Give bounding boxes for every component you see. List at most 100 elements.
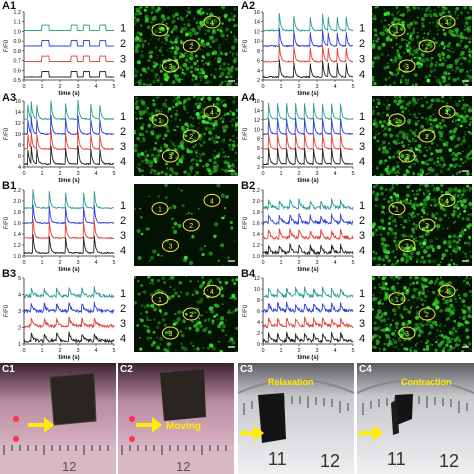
fluorescence-speck [409,276,413,280]
fluorescence-speck [190,126,192,128]
fluorescence-speck [221,53,224,56]
fluorescence-speck [212,103,216,106]
fluorescence-speck [147,112,150,116]
fluorescence-speck [214,124,217,127]
fluorescence-speck [465,327,469,331]
fluorescence-speck [383,96,385,98]
fluorescence-speck [213,315,216,318]
fluorescence-speck [460,197,463,199]
fluorescence-speck [178,57,181,59]
fluorescence-speck [398,96,401,98]
fluorescence-speck [464,252,467,256]
trace-number: 2 [120,126,126,138]
fluorescence-speck [196,160,199,163]
fluorescence-speck [448,114,451,117]
fluorescence-speck [447,48,450,51]
fluorescence-speck [193,17,196,20]
fluorescence-speck [430,98,435,103]
fluorescence-speck [165,162,169,166]
fluorescence-speck [405,193,410,198]
fluorescence-speck [402,252,406,256]
fluorescence-speck [186,14,189,17]
fluorescence-speck [172,65,176,69]
fluorescence-speck [466,184,470,188]
fluorescence-speck [424,75,429,79]
fluorescence-speck [235,52,238,56]
trace-number: 2 [120,303,126,315]
fluorescence-speck [397,337,402,342]
fluorescence-speck [380,285,385,290]
fluorescence-speck [408,212,411,215]
fluorescence-speck [226,161,230,166]
fluorescence-speck [219,75,222,78]
fluorescence-speck [381,314,384,317]
fluorescence-speck [402,233,405,235]
cell-roi-number: 1 [158,28,162,35]
fluorescence-speck [434,9,437,12]
fluorescence-speck [462,250,465,253]
fluorescence-speck [182,102,185,105]
fluorescence-speck [139,207,142,210]
fluorescence-speck [219,322,222,325]
fluorescence-speck [442,56,445,59]
fluorescence-speck [232,134,235,138]
fluorescence-speck [134,12,138,16]
y-tick-label: 14 [254,108,260,114]
fluorescence-speck [372,106,375,109]
fluorescence-speck [460,323,464,327]
fluorescence-speck [156,253,160,257]
fluorescence-speck [375,105,378,108]
fluorescence-speck [465,281,470,285]
fluorescence-speck [134,69,139,74]
fluorescence-speck [461,193,465,197]
fluorescence-speck [224,281,229,285]
fluorescence-speck [391,231,395,235]
fluorescence-speck [149,319,152,322]
fluorescence-speck [381,42,386,47]
fluorescence-speck [394,152,396,155]
fluorescence-speck [395,174,399,176]
fluorescence-speck [400,141,404,144]
fluorescence-speck [187,7,190,9]
y-tick-label: 8 [18,143,21,149]
fluorescence-speck [193,31,198,36]
fluorescence-speck [229,138,232,142]
trace-line-1 [262,102,354,121]
fluorescence-speck [216,99,219,102]
fluorescence-speck [463,228,467,232]
y-tick-label: 1.8 [13,210,21,216]
x-tick-label: 4 [94,84,97,90]
sample-contracted [395,394,413,425]
fluorescence-speck [455,192,458,195]
fluorescence-speck [218,341,221,343]
fluorescence-speck [209,122,212,125]
fluorescence-speck [395,326,399,329]
fluorescence-speck [388,339,391,342]
fluorescence-speck [435,148,438,151]
fluorescence-speck [427,259,432,264]
x-tick-label: 4 [333,84,336,90]
fluorescence-speck [454,163,458,166]
fluorescence-speck [180,125,185,131]
fluorescence-speck [426,36,429,39]
fluorescence-speck [421,44,424,47]
fluorescence-speck [453,31,456,34]
fluorescence-speck [389,195,393,200]
fluorescence-speck [441,198,443,200]
fluorescence-speck [157,148,161,153]
fluorescence-speck [412,172,416,176]
fluorescence-speck [203,132,206,136]
fluorescence-speck [181,78,183,81]
fluorescence-speck [372,28,373,31]
fluorescence-speck [398,348,400,351]
fluorescence-speck [195,327,200,333]
fluorescence-speck [380,144,383,146]
fluorescence-speck [456,200,459,203]
fluorescence-speck [170,276,175,280]
fluorescence-speck [468,53,471,57]
fluorescence-speck [150,256,154,260]
fluorescence-speck [377,101,381,105]
fluorescence-speck [458,294,460,297]
fluorescence-speck [135,65,137,67]
